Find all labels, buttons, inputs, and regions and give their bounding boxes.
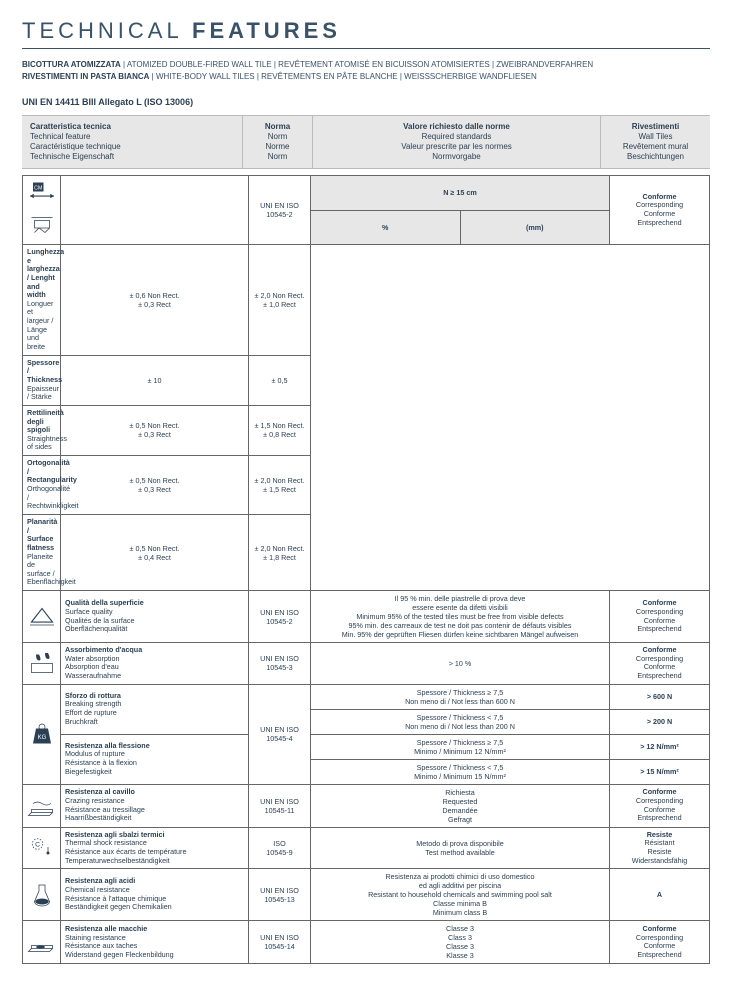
dim-head-pct: % — [311, 210, 461, 245]
dim-res: ConformeCorrespondingConformeEntsprechen… — [610, 176, 710, 245]
table-row: Resistenza al cavilloCrazing resistanceR… — [23, 784, 710, 827]
table-row: Resistenza agli acidiChemical resistance… — [23, 869, 710, 921]
sub2-rest: | WHITE-BODY WALL TILES | REVÊTEMENTS EN… — [149, 72, 536, 81]
chemical-icon — [23, 869, 61, 921]
table-row: Resistenza alle macchieStaining resistan… — [23, 921, 710, 964]
spec-table: CM UNI EN ISO 10545-2 N ≥ 15 cm Conforme… — [22, 175, 710, 964]
hdr-res: Rivestimenti Wall Tiles Revêtement mural… — [600, 116, 710, 168]
svg-text:KG: KG — [37, 735, 46, 741]
table-row: Ortogonalità / RectangularityOrthogonali… — [23, 456, 710, 515]
sub2-strong: RIVESTIMENTI IN PASTA BIANCA — [22, 72, 149, 81]
svg-text:CM: CM — [34, 185, 42, 191]
sub1-rest: | ATOMIZED DOUBLE-FIRED WALL TILE | REVÊ… — [121, 60, 593, 69]
thermal-icon: C — [23, 827, 61, 869]
dim-norm: UNI EN ISO 10545-2 — [249, 176, 311, 245]
page-title: TECHNICAL FEATURES — [22, 18, 710, 49]
dim-icon: CM — [23, 176, 61, 245]
standard-code: UNI EN 14411 BIII Allegato L (ISO 13006) — [22, 97, 710, 107]
dim-head-mm: (mm) — [460, 210, 610, 245]
table-row: Spessore / ThicknessEpaisseur / Stärke± … — [23, 355, 710, 405]
column-header-row: Caratteristica tecnica Technical feature… — [22, 115, 710, 169]
sub1-strong: BICOTTURA ATOMIZZATA — [22, 60, 121, 69]
table-row: Rettilineità degli spigoliStraightness o… — [23, 405, 710, 455]
title-pre: TECHNICAL — [22, 18, 182, 43]
crazing-icon — [23, 784, 61, 827]
table-row: KGSforzo di rotturaBreaking strengthEffo… — [23, 684, 710, 709]
table-row: CResistenza agli sbalzi termiciThermal s… — [23, 827, 710, 869]
kg-icon: KG — [23, 684, 61, 784]
subtitle-block: BICOTTURA ATOMIZZATA | ATOMIZED DOUBLE-F… — [22, 59, 710, 83]
table-row: Resistenza alla flessioneModulus of rupt… — [23, 734, 710, 759]
dim-head-span: N ≥ 15 cm — [311, 176, 610, 211]
hdr-norm: Norma Norm Norme Norm — [242, 116, 312, 168]
stain-icon — [23, 921, 61, 964]
table-row: Planarità / Surface flatnessPlaneite de … — [23, 514, 710, 590]
svg-text:C: C — [35, 841, 40, 848]
hdr-req: Valore richiesto dalle norme Required st… — [312, 116, 600, 168]
water-icon — [23, 643, 61, 685]
title-bold: FEATURES — [192, 18, 341, 43]
hdr-feat: Caratteristica tecnica Technical feature… — [22, 116, 242, 168]
table-row: Assorbimento d'acquaWater absorptionAbso… — [23, 643, 710, 685]
table-row: Lunghezza e larghezza / Lenght and width… — [23, 245, 710, 356]
table-row: Qualità della superficieSurface qualityQ… — [23, 591, 710, 643]
surface-icon — [23, 591, 61, 643]
